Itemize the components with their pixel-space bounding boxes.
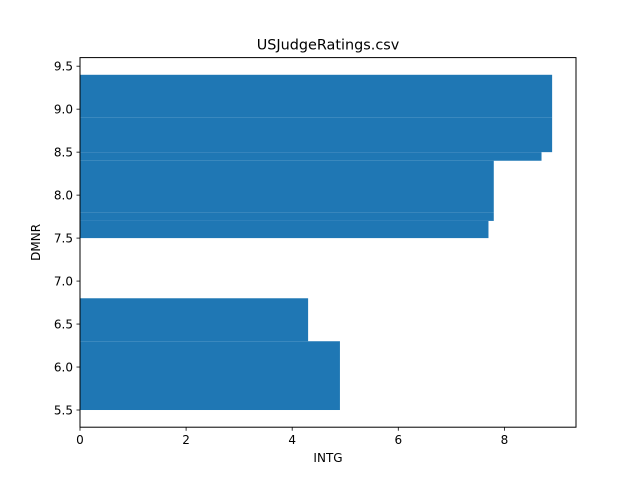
y-tick-label: 8.5 [54, 146, 73, 160]
y-tick-label: 6.5 [54, 318, 73, 332]
bar-2 [80, 220, 489, 239]
y-ticks: 5.5 6.0 6.5 7.0 7.5 8.0 8.5 9.0 9.5 [54, 60, 80, 418]
bar-3 [80, 212, 494, 221]
y-tick-label: 6.0 [54, 361, 73, 375]
x-axis-label: INTG [313, 451, 342, 465]
x-tick-label: 6 [394, 433, 402, 447]
chart-title: USJudgeRatings.csv [257, 38, 400, 54]
y-tick-label: 9.5 [54, 60, 73, 74]
bars [80, 74, 553, 411]
bar-0 [80, 341, 340, 411]
plot-frame [79, 57, 577, 428]
y-tick-label: 7.5 [54, 232, 73, 246]
x-ticks: 0 2 4 6 8 [76, 427, 508, 447]
y-tick-label: 7.0 [54, 275, 73, 289]
y-axis-label: DMNR [29, 224, 43, 261]
x-tick-label: 2 [182, 433, 190, 447]
bar-4 [80, 160, 494, 213]
x-tick-label: 8 [501, 433, 509, 447]
bar-6 [80, 117, 553, 153]
bar-5 [80, 152, 542, 161]
x-tick-label: 0 [76, 433, 84, 447]
y-tick-label: 5.5 [54, 404, 73, 418]
bar-1 [80, 298, 309, 342]
y-tick-label: 9.0 [54, 103, 73, 117]
y-tick-label: 8.0 [54, 189, 73, 203]
bar-7 [80, 74, 553, 118]
x-tick-label: 4 [288, 433, 296, 447]
